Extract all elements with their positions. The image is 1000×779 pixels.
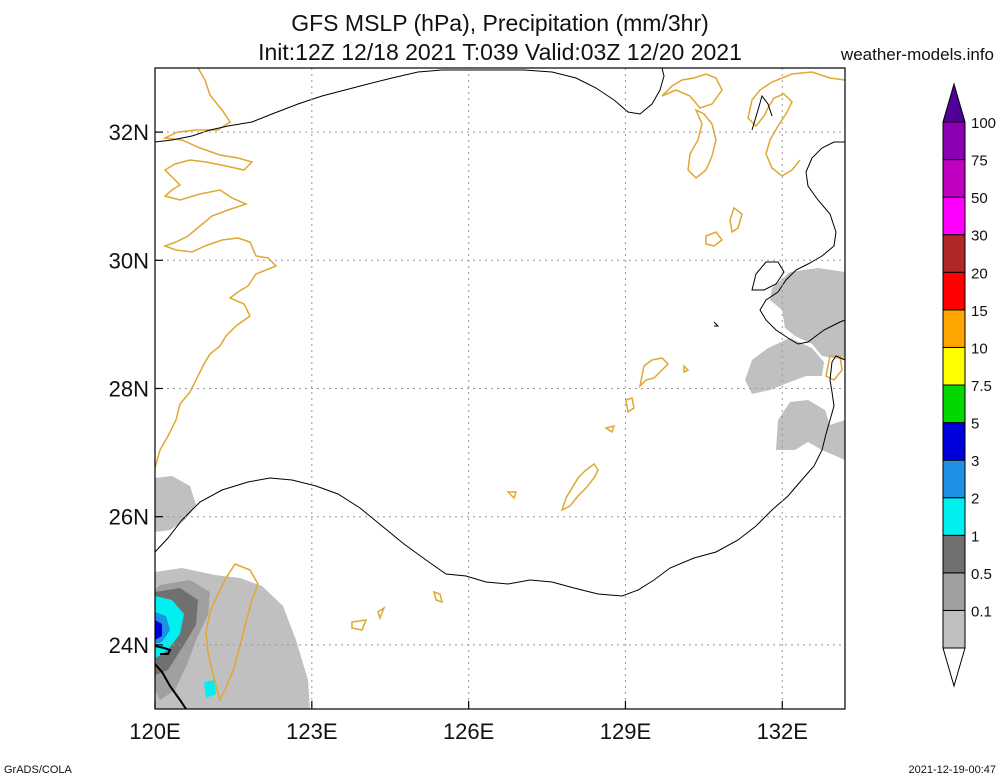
colorbar-label: 15 <box>971 303 988 320</box>
colorbar-label: 30 <box>971 228 988 245</box>
colorbar-swatch <box>942 346 966 386</box>
footer-right: 2021-12-19-00:47 <box>909 764 996 776</box>
colorbar-label: 10 <box>971 340 988 357</box>
coastline-ryukyu <box>604 424 616 434</box>
x-axis: 120E 123E 126E 129E 132E <box>129 701 808 744</box>
colorbar-label: 2 <box>971 491 979 508</box>
x-tick-label: 132E <box>757 719 808 744</box>
colorbar-label: 20 <box>971 265 988 282</box>
coastline-ryukyu <box>377 606 386 621</box>
precip-area-cyan <box>155 596 184 658</box>
y-tick-label: 26N <box>109 505 149 530</box>
colorbar-swatch <box>942 497 966 536</box>
y-tick-label: 28N <box>109 377 149 402</box>
title-line-2: Init:12Z 12/18 2021 T:039 Valid:03Z 12/2… <box>258 39 742 65</box>
isobar-loop <box>751 261 785 291</box>
coastline-taiwan <box>205 563 259 703</box>
coastline-tsushima <box>729 206 743 234</box>
colorbar-swatch <box>942 121 966 161</box>
coastline-japan-kyushu <box>747 71 845 177</box>
colorbar-swatch <box>942 309 966 348</box>
isobar-taiwan <box>155 663 187 709</box>
footer-left: GrADS/COLA <box>4 764 73 776</box>
y-tick-label: 30N <box>109 248 149 273</box>
coastline-ryukyu <box>432 590 444 604</box>
gridlines <box>155 68 845 709</box>
isobar-fragment <box>713 321 720 327</box>
isobars <box>155 68 845 709</box>
y-axis: 24N 26N 28N 30N 32N <box>109 120 163 658</box>
coastline-ryukyu <box>638 357 670 389</box>
isobar-north <box>155 68 665 143</box>
colorbar-swatch <box>942 609 966 649</box>
x-tick-label: 126E <box>443 719 494 744</box>
colorbar-swatch <box>942 271 966 311</box>
precip-area-darkblue <box>155 620 162 640</box>
colorbar-label: 50 <box>971 190 988 207</box>
colorbar-label: 1 <box>971 528 979 545</box>
isobar-south <box>155 355 845 597</box>
colorbar: 0.1 0.5 1 2 3 5 7.5 10 15 20 30 50 75 100 <box>942 82 996 688</box>
site-label: weather-models.info <box>840 45 994 64</box>
coastline-ryukyu <box>560 462 599 512</box>
precip-area-lightgray-east <box>745 338 824 394</box>
coastline-korea-islands <box>661 73 723 109</box>
colorbar-swatch <box>942 196 966 236</box>
precip-area-cyan <box>204 680 216 698</box>
coastline-small-island <box>825 355 843 381</box>
coastline-ryukyu <box>351 619 368 631</box>
colorbar-label: 3 <box>971 453 979 470</box>
colorbar-label: 0.1 <box>971 603 992 620</box>
colorbar-swatch <box>942 384 966 424</box>
colorbar-swatch <box>942 159 966 198</box>
coastline-island <box>705 231 724 247</box>
precip-area-lightgray-east <box>770 268 845 360</box>
coastline-ryukyu <box>506 491 518 500</box>
coastline-china <box>155 68 278 469</box>
x-tick-label: 129E <box>600 719 651 744</box>
title-line-1: GFS MSLP (hPa), Precipitation (mm/3hr) <box>291 10 709 36</box>
colorbar-swatch <box>942 459 966 499</box>
precip-area-lightgray-east <box>776 400 845 460</box>
precip-area-lightgray <box>155 476 196 532</box>
colorbar-label: 0.5 <box>971 566 992 583</box>
colorbar-top-triangle <box>942 82 966 123</box>
coastline-ryukyu <box>683 364 690 374</box>
y-tick-label: 24N <box>109 633 149 658</box>
colorbar-label: 75 <box>971 153 988 170</box>
x-tick-label: 120E <box>129 719 180 744</box>
colorbar-label: 7.5 <box>971 378 992 395</box>
isobar-fragment <box>751 94 773 131</box>
colorbar-bottom-triangle <box>942 647 966 688</box>
coastline-korea-islands <box>687 108 717 180</box>
colorbar-swatch <box>942 572 966 611</box>
colorbar-swatch <box>942 534 966 574</box>
precipitation-shading <box>155 268 845 709</box>
colorbar-label: 100 <box>971 115 996 132</box>
x-tick-label: 123E <box>286 719 337 744</box>
y-tick-label: 32N <box>109 120 149 145</box>
colorbar-swatch <box>942 234 966 273</box>
map-layers <box>155 68 845 709</box>
colorbar-label: 5 <box>971 416 979 433</box>
isobar-taiwan <box>155 645 172 655</box>
colorbar-swatch <box>942 422 966 461</box>
coastline-ryukyu <box>625 397 635 414</box>
coastlines <box>155 68 845 703</box>
isobar-east <box>759 141 845 345</box>
